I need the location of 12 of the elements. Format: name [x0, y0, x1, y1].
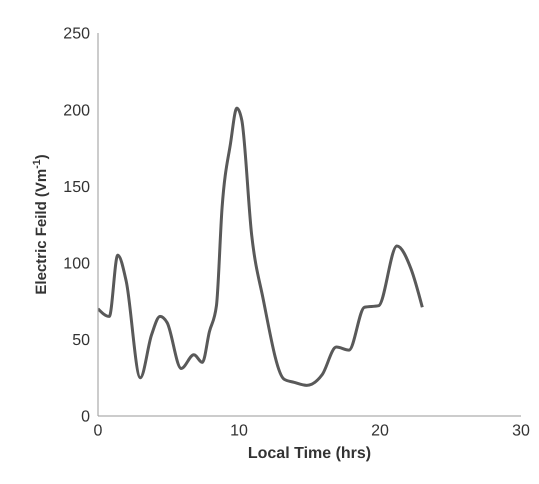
y-tick-label: 100	[63, 255, 90, 272]
y-tick-label: 250	[63, 26, 90, 43]
y-tick-label: 0	[81, 408, 90, 426]
y-tick-label: 200	[63, 102, 90, 120]
x-tick-label: 30	[512, 422, 530, 440]
x-tick-label: 20	[371, 422, 389, 440]
line-series	[98, 106, 424, 387]
x-axis-title: Local Time (hrs)	[248, 445, 372, 462]
x-tick-label: 0	[94, 422, 103, 440]
y-tick-label: 150	[63, 178, 90, 196]
x-tick-label: 10	[230, 422, 248, 440]
y-tick-label: 50	[72, 332, 90, 350]
